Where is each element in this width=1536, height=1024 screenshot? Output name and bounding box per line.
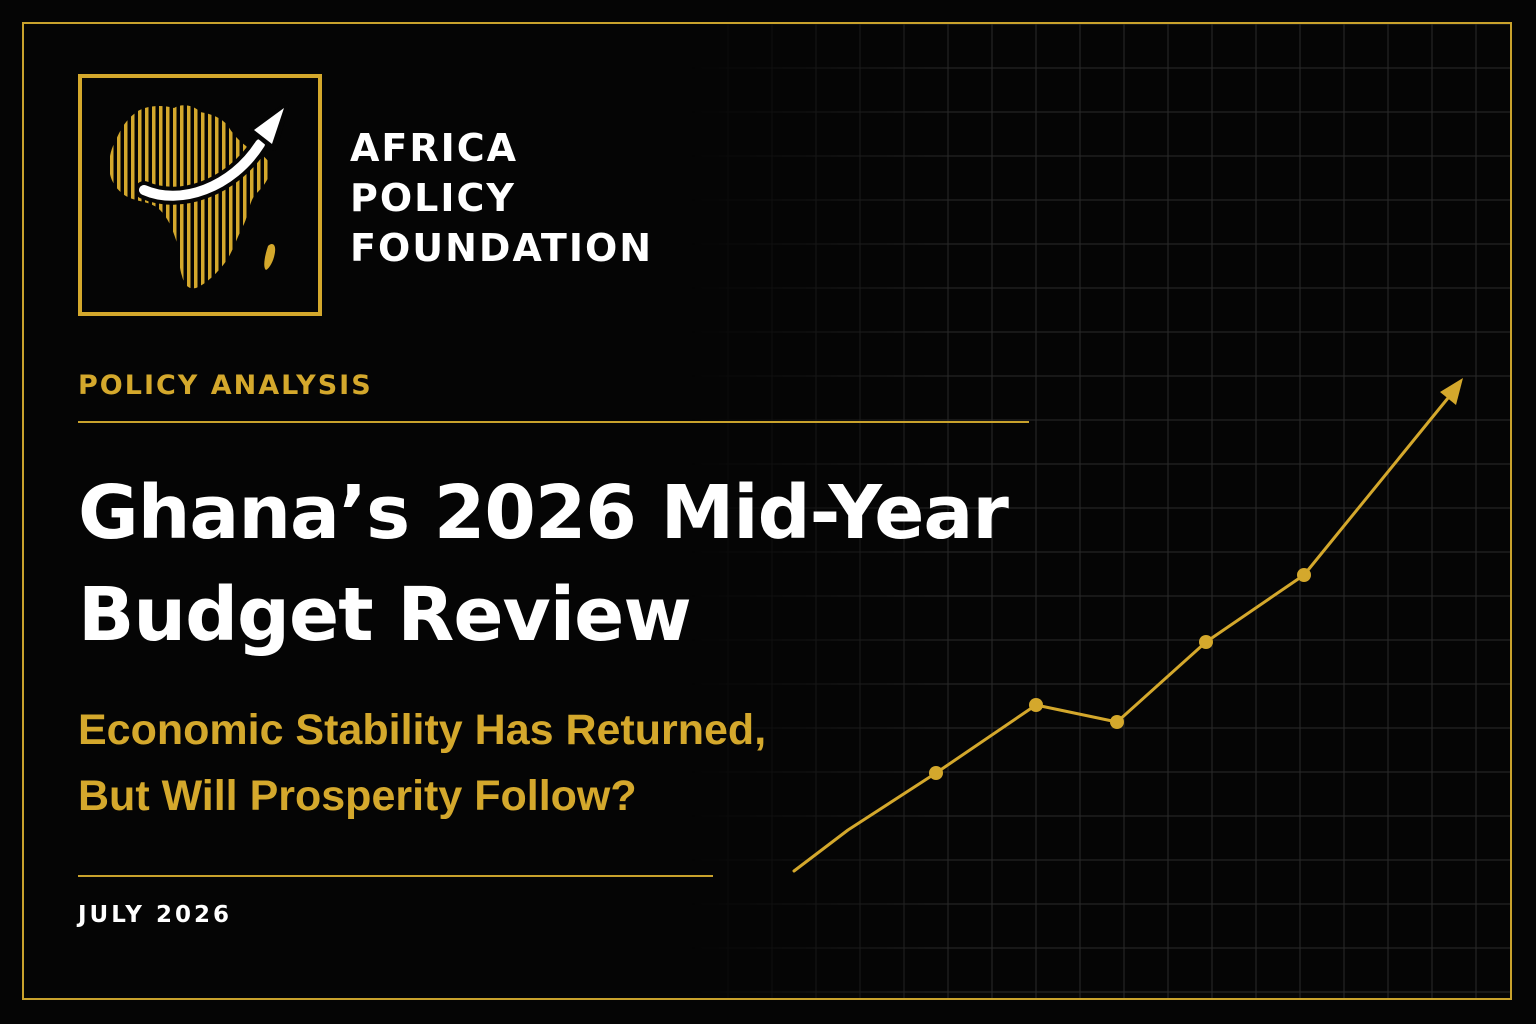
trend-point bbox=[1199, 635, 1213, 649]
subtitle-line-1: Economic Stability Has Returned, bbox=[78, 706, 767, 754]
trend-arrowhead-icon bbox=[1440, 378, 1463, 405]
organization-name-line-1: AFRICA bbox=[350, 126, 519, 170]
publication-date: JULY 2026 bbox=[78, 902, 232, 928]
logo bbox=[78, 74, 322, 316]
kicker-divider bbox=[78, 421, 1029, 423]
organization-name-line-3: FOUNDATION bbox=[350, 226, 654, 270]
organization-name-line-2: POLICY bbox=[350, 176, 516, 220]
organization-name: AFRICA POLICY FOUNDATION bbox=[350, 123, 653, 273]
subtitle: Economic Stability Has Returned, But Wil… bbox=[78, 697, 766, 829]
trend-point bbox=[1029, 698, 1043, 712]
trend-point bbox=[1297, 568, 1311, 582]
page-title: Ghana’s 2026 Mid-Year Budget Review bbox=[78, 462, 1009, 666]
trend-line bbox=[792, 396, 1450, 873]
title-line-1: Ghana’s 2026 Mid-Year bbox=[78, 470, 1009, 556]
trend-point bbox=[1110, 715, 1124, 729]
subtitle-line-2: But Will Prosperity Follow? bbox=[78, 772, 637, 820]
title-line-2: Budget Review bbox=[78, 572, 692, 658]
section-kicker: POLICY ANALYSIS bbox=[78, 370, 373, 401]
africa-map-upward-arrow-icon bbox=[109, 103, 289, 289]
trend-point bbox=[929, 766, 943, 780]
date-divider bbox=[78, 875, 713, 877]
